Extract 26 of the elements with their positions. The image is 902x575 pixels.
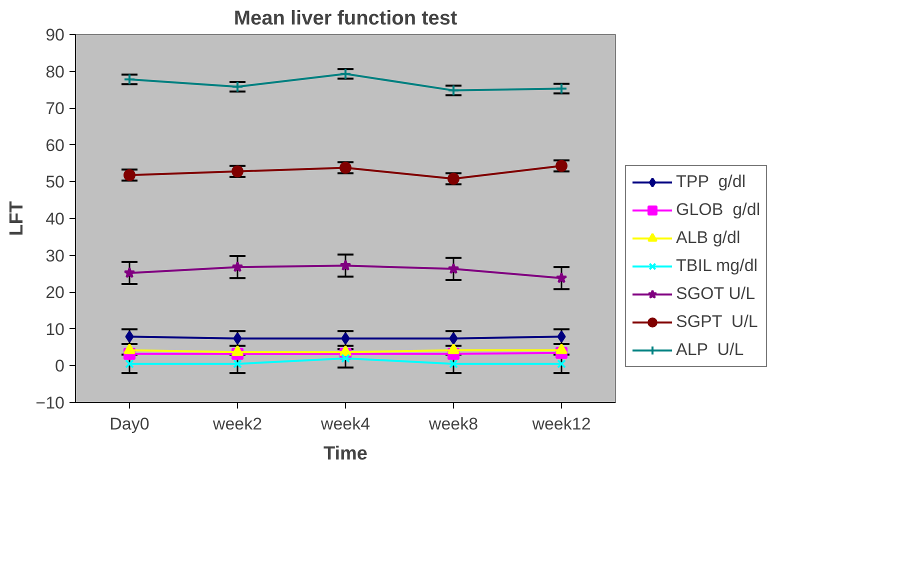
y-tick-label: 20 <box>46 283 65 302</box>
x-tick-label: week12 <box>531 414 591 434</box>
legend-label: GLOB g/dl <box>676 200 760 220</box>
x-axis-title: Time <box>324 444 368 464</box>
y-axis-title: LFT <box>6 200 28 236</box>
chart-title: Mean liver function test <box>234 8 458 30</box>
y-tick-label: 30 <box>46 246 65 266</box>
legend-label: SGOT U/L <box>676 284 756 304</box>
x-tick-label: week4 <box>320 414 370 434</box>
y-tick-label: 0 <box>55 356 65 376</box>
y-tick-label: 10 <box>46 320 65 339</box>
y-tick-label: 50 <box>46 172 65 192</box>
legend-label: TPP g/dl <box>676 172 746 192</box>
x-tick-label: Day0 <box>110 414 150 434</box>
legend-label: TBIL mg/dl <box>676 256 758 276</box>
x-tick-label: week8 <box>428 414 478 434</box>
y-tick-label: 40 <box>46 210 65 228</box>
y-tick-label: 60 <box>46 136 65 155</box>
legend-label: ALP U/L <box>676 340 744 360</box>
legend-label: SGPT U/L <box>676 312 758 332</box>
y-tick-label: 80 <box>46 62 65 82</box>
legend-label: ALB g/dl <box>676 228 740 248</box>
y-tick-label: 70 <box>46 99 65 118</box>
x-tick-label: week2 <box>212 414 262 434</box>
y-tick-label: 90 <box>46 26 65 44</box>
y-tick-label: −10 <box>36 394 65 412</box>
